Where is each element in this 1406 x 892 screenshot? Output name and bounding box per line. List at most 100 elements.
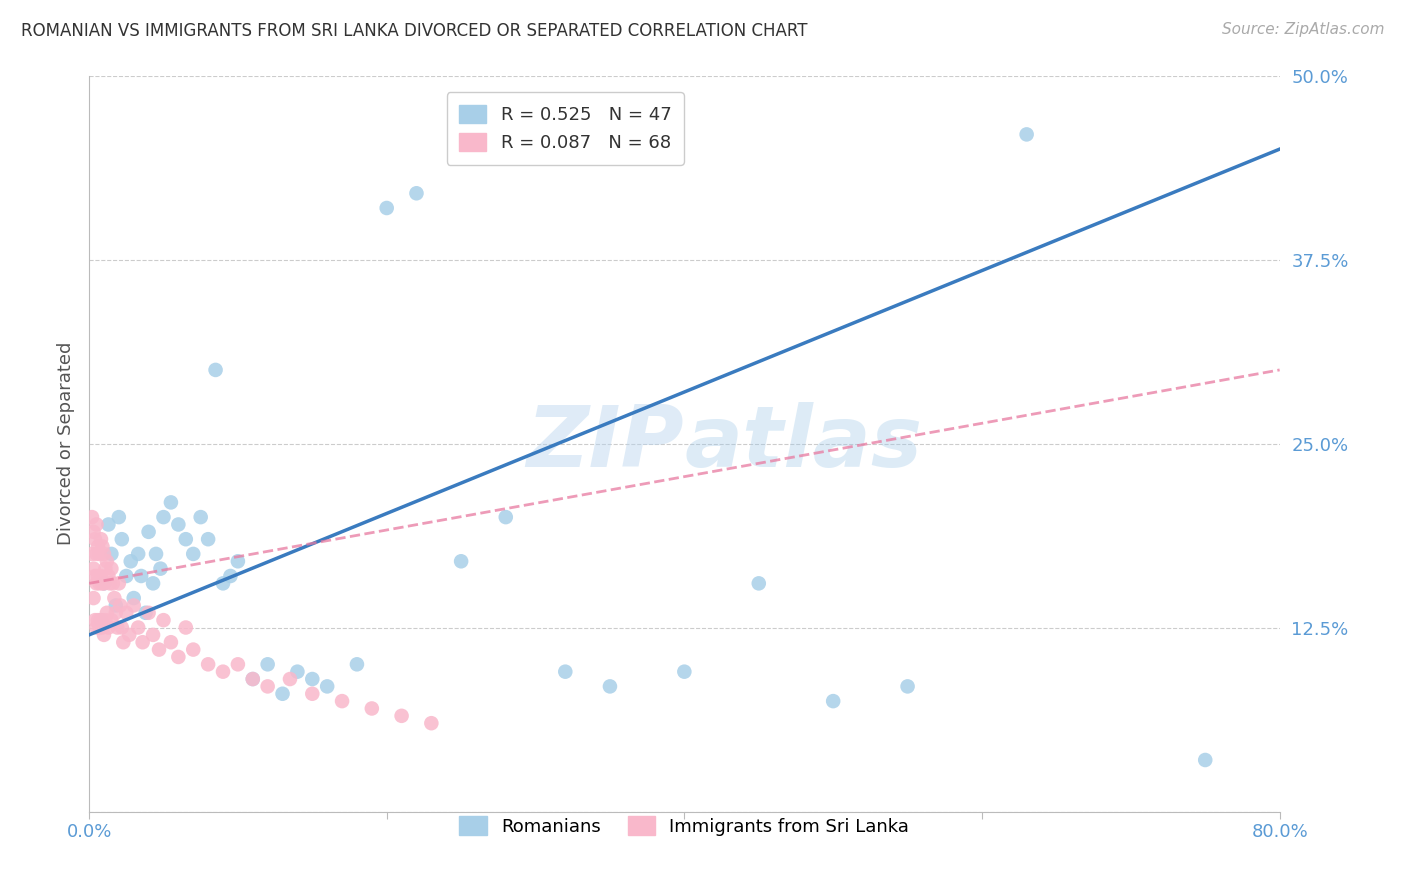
Point	[89, 620, 111, 634]
Point	[450, 554, 472, 568]
Point	[278, 672, 301, 686]
Point	[673, 665, 696, 679]
Point	[197, 657, 219, 672]
Point	[242, 672, 264, 686]
Point	[108, 576, 131, 591]
Point	[101, 576, 124, 591]
Point	[167, 517, 190, 532]
Point	[104, 599, 127, 613]
Point	[149, 561, 172, 575]
Point	[97, 620, 120, 634]
Point	[93, 547, 115, 561]
Point	[301, 672, 323, 686]
Point	[80, 547, 103, 561]
Point	[160, 635, 183, 649]
Point	[135, 606, 157, 620]
Point	[100, 547, 122, 561]
Point	[94, 613, 117, 627]
Point	[115, 569, 138, 583]
Point	[330, 694, 353, 708]
Point	[1194, 753, 1216, 767]
Point	[391, 709, 413, 723]
Point	[87, 540, 110, 554]
Point	[204, 363, 226, 377]
Point	[97, 569, 120, 583]
Point	[84, 613, 107, 627]
Point	[100, 561, 122, 575]
Point	[256, 680, 278, 694]
Point	[86, 547, 108, 561]
Point	[167, 649, 190, 664]
Point	[96, 554, 118, 568]
Point	[212, 665, 235, 679]
Point	[127, 620, 149, 634]
Point	[122, 591, 145, 605]
Point	[104, 606, 127, 620]
Point	[94, 561, 117, 575]
Point	[111, 620, 134, 634]
Point	[89, 576, 111, 591]
Point	[90, 569, 112, 583]
Point	[138, 524, 160, 539]
Point	[98, 576, 121, 591]
Point	[83, 591, 105, 605]
Point	[91, 576, 114, 591]
Point	[181, 642, 204, 657]
Text: atlas: atlas	[685, 402, 922, 485]
Point	[86, 517, 108, 532]
Point	[87, 569, 110, 583]
Point	[160, 495, 183, 509]
Text: ROMANIAN VS IMMIGRANTS FROM SRI LANKA DIVORCED OR SEPARATED CORRELATION CHART: ROMANIAN VS IMMIGRANTS FROM SRI LANKA DI…	[21, 22, 807, 40]
Point	[346, 657, 368, 672]
Point	[152, 613, 174, 627]
Point	[129, 569, 152, 583]
Point	[219, 569, 242, 583]
Point	[190, 510, 212, 524]
Point	[96, 606, 118, 620]
Point	[1015, 128, 1038, 142]
Point	[80, 510, 103, 524]
Point	[91, 540, 114, 554]
Point	[748, 576, 770, 591]
Point	[142, 628, 165, 642]
Point	[93, 628, 115, 642]
Point	[89, 547, 111, 561]
Point	[360, 701, 382, 715]
Point	[131, 635, 153, 649]
Point	[93, 576, 115, 591]
Point	[108, 510, 131, 524]
Point	[112, 635, 135, 649]
Point	[375, 201, 398, 215]
Point	[271, 687, 294, 701]
Point	[420, 716, 443, 731]
Point	[301, 687, 323, 701]
Point	[90, 613, 112, 627]
Point	[86, 620, 108, 634]
Point	[823, 694, 845, 708]
Point	[405, 186, 427, 201]
Point	[90, 532, 112, 546]
Point	[256, 657, 278, 672]
Point	[316, 680, 339, 694]
Point	[226, 554, 249, 568]
Point	[105, 620, 128, 634]
Point	[111, 532, 134, 546]
Point	[212, 576, 235, 591]
Point	[122, 599, 145, 613]
Point	[86, 576, 108, 591]
Point	[118, 628, 141, 642]
Point	[100, 613, 122, 627]
Point	[127, 547, 149, 561]
Point	[287, 665, 309, 679]
Point	[138, 606, 160, 620]
Point	[97, 517, 120, 532]
Point	[554, 665, 576, 679]
Point	[152, 510, 174, 524]
Point	[91, 620, 114, 634]
Point	[87, 613, 110, 627]
Point	[84, 532, 107, 546]
Point	[103, 591, 125, 605]
Point	[83, 561, 105, 575]
Point	[181, 547, 204, 561]
Point	[93, 576, 115, 591]
